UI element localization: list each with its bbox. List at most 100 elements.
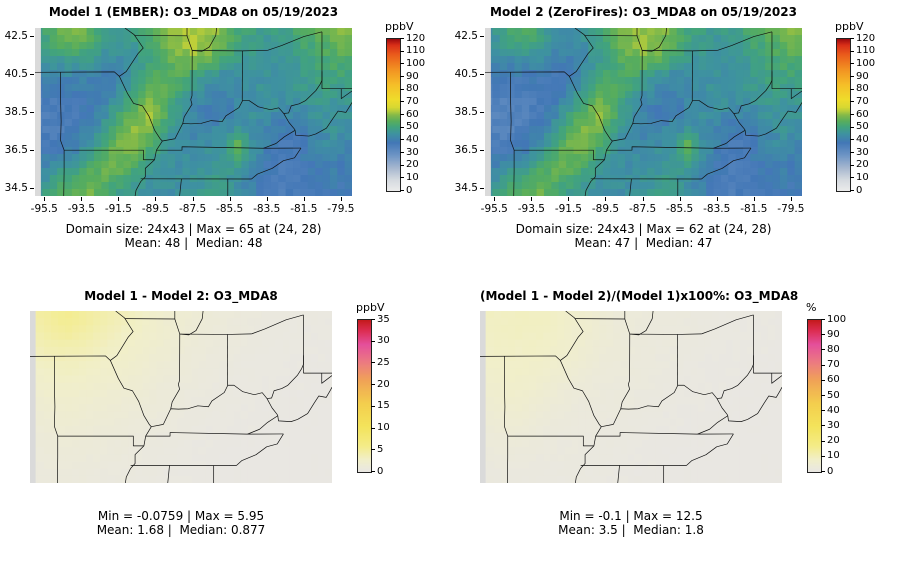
- colorbar-tick-mark: [371, 384, 375, 386]
- x-tick-label: -91.5: [104, 203, 132, 215]
- colorbar-tick-label: 35: [377, 313, 390, 325]
- x-tick-label: -89.5: [141, 203, 170, 215]
- colorbar-model2: [836, 38, 851, 192]
- colorbar-tick-label: 90: [406, 70, 419, 82]
- colorbar-tick-mark: [371, 427, 375, 429]
- colorbar-tick-label: 40: [827, 404, 840, 416]
- panel-title: (Model 1 - Model 2)/(Model 1)x100%: O3_M…: [480, 289, 799, 303]
- y-tick-mark: [30, 188, 34, 190]
- colorbar-tick-label: 20: [856, 159, 869, 171]
- x-tick-mark: [340, 197, 342, 201]
- y-tick-mark: [480, 188, 484, 190]
- colorbar-tick-mark: [400, 164, 404, 166]
- y-tick-label: 36.5: [4, 144, 28, 157]
- colorbar-tick-label: 80: [406, 83, 419, 95]
- colorbar-tick-mark: [850, 88, 854, 90]
- x-tick-label: -85.5: [666, 203, 694, 215]
- caption-mean-median: Mean: 48 | Median: 48: [124, 236, 263, 250]
- colorbar-tick-label: 50: [856, 121, 869, 133]
- colorbar-tick-mark: [850, 114, 854, 115]
- colorbar-tick-mark: [821, 379, 825, 381]
- heatmap-canvas-percent-difference: [480, 311, 782, 483]
- colorbar-tick-mark: [400, 88, 404, 90]
- y-tick-mark: [480, 73, 484, 75]
- x-tick-label: -81.5: [740, 203, 768, 215]
- colorbar-tick-label: 100: [856, 57, 876, 69]
- x-tick-mark: [642, 197, 644, 201]
- colorbar-tick-label: 120: [406, 32, 426, 44]
- colorbar-tick-label: 40: [406, 133, 419, 145]
- colorbar-tick-label: 40: [856, 133, 869, 145]
- heatmap-canvas-difference: [30, 311, 332, 483]
- colorbar-tick-mark: [821, 334, 825, 336]
- colorbar-tick-label: 70: [827, 359, 840, 371]
- caption-domain-stats: Domain size: 24x43 | Max = 65 at (24, 28…: [65, 222, 322, 236]
- panel-difference: Model 1 - Model 2: O3_MDA8 ppbV Min = -0…: [0, 281, 450, 561]
- colorbar-tick-label: 120: [856, 32, 876, 44]
- colorbar-difference: [357, 319, 372, 473]
- x-tick-mark: [716, 197, 718, 201]
- y-tick-mark: [480, 35, 484, 37]
- x-tick-mark: [44, 197, 46, 201]
- caption-domain-stats: Domain size: 24x43 | Max = 62 at (24, 28…: [515, 222, 772, 236]
- colorbar-tick-mark: [850, 152, 854, 153]
- colorbar-tick-mark: [371, 449, 375, 451]
- x-tick-label: -95.5: [30, 203, 58, 215]
- colorbar-tick-label: 100: [406, 57, 426, 69]
- colorbar-tick-mark: [821, 319, 825, 320]
- colorbar-tick-label: 0: [406, 184, 413, 196]
- colorbar-tick-mark: [821, 425, 825, 427]
- colorbar-tick-label: 90: [827, 328, 840, 340]
- x-tick-mark: [494, 197, 496, 201]
- colorbar-tick-label: 100: [827, 313, 847, 325]
- colorbar-tick-label: 30: [827, 419, 840, 431]
- colorbar-tick-label: 25: [377, 356, 390, 368]
- x-tick-label: -91.5: [554, 203, 582, 215]
- colorbar-tick-mark: [850, 177, 854, 179]
- colorbar-unit-label: %: [806, 301, 817, 314]
- colorbar-tick-mark: [400, 50, 404, 52]
- panel-title: Model 1 (EMBER): O3_MDA8 on 05/19/2023: [48, 5, 339, 19]
- panel-title: Model 1 - Model 2: O3_MDA8: [84, 289, 278, 303]
- y-tick-mark: [30, 112, 34, 113]
- colorbar-tick-label: 10: [377, 422, 390, 434]
- x-tick-mark: [192, 197, 194, 201]
- y-tick-mark: [30, 150, 34, 152]
- x-tick-label: -93.5: [517, 203, 545, 215]
- colorbar-tick-mark: [821, 395, 825, 396]
- colorbar-tick-mark: [371, 340, 375, 342]
- colorbar-tick-label: 30: [377, 335, 390, 347]
- y-tick-mark: [480, 150, 484, 152]
- caption-min-max: Min = -0.1 | Max = 12.5: [559, 509, 703, 523]
- y-tick-label: 38.5: [454, 106, 478, 118]
- colorbar-tick-mark: [821, 410, 825, 412]
- panel-title: Model 2 (ZeroFires): O3_MDA8 on 05/19/20…: [490, 5, 797, 19]
- x-tick-label: -87.5: [178, 203, 207, 215]
- colorbar-tick-label: 70: [856, 95, 869, 107]
- x-tick-mark: [81, 197, 83, 201]
- colorbar-tick-mark: [400, 114, 404, 115]
- colorbar-tick-mark: [850, 164, 854, 166]
- colorbar-tick-mark: [821, 455, 825, 457]
- heatmap-canvas-model1: [35, 28, 352, 196]
- colorbar-tick-label: 20: [377, 378, 390, 390]
- x-tick-mark: [155, 197, 157, 201]
- y-tick-mark: [30, 35, 34, 37]
- colorbar-tick-label: 70: [406, 95, 419, 107]
- colorbar-tick-mark: [400, 63, 404, 65]
- x-tick-mark: [679, 197, 681, 201]
- x-tick-mark: [605, 197, 607, 201]
- panel-model2: Model 2 (ZeroFires): O3_MDA8 on 05/19/20…: [450, 0, 900, 280]
- x-tick-mark: [753, 197, 755, 201]
- y-tick-label: 40.5: [454, 67, 478, 80]
- colorbar-tick-label: 60: [827, 374, 840, 386]
- x-tick-mark: [303, 197, 305, 201]
- colorbar-tick-label: 20: [827, 435, 840, 447]
- x-tick-label: -87.5: [628, 203, 657, 215]
- x-tick-label: -79.5: [777, 203, 805, 215]
- x-tick-label: -85.5: [216, 203, 244, 215]
- caption-mean-median: Mean: 3.5 | Median: 1.8: [558, 523, 704, 537]
- colorbar-tick-label: 50: [406, 121, 419, 133]
- panel-model1: Model 1 (EMBER): O3_MDA8 on 05/19/2023 p…: [0, 0, 450, 280]
